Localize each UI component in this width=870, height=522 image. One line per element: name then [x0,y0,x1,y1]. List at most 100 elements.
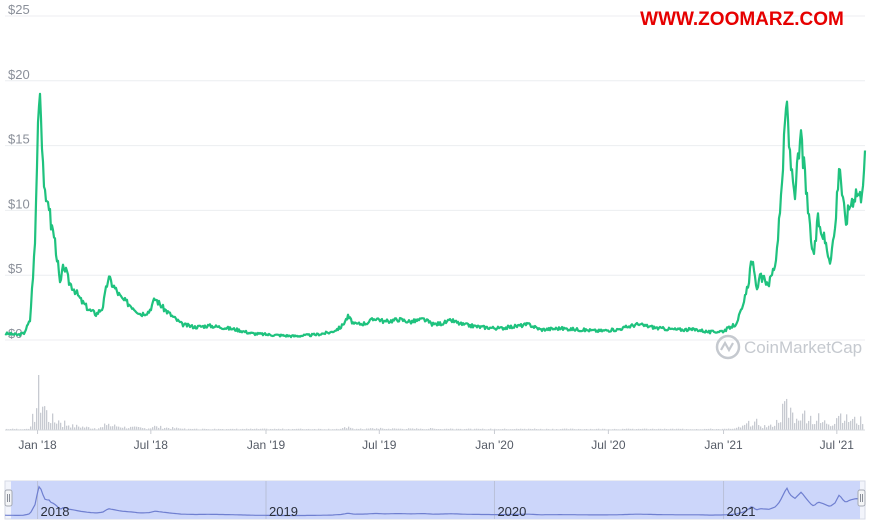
volume-bar [518,428,520,430]
volume-bar [402,428,404,430]
volume-bar [308,428,310,430]
volume-bar [750,426,752,430]
volume-bar [232,428,234,430]
volume-bar [350,427,352,430]
volume-bar [164,427,166,430]
volume-bar [722,428,724,430]
navigator-left-handle[interactable] [4,489,13,507]
y-tick-label: $15 [8,132,30,147]
volume-bar [124,426,126,430]
volume-bar [58,420,60,430]
volume-bar [834,423,836,430]
volume-bar [652,428,654,430]
volume-bar [432,428,434,430]
x-tick-label: Jan '18 [18,438,57,452]
volume-bar [152,427,154,430]
volume-bar [190,428,192,430]
volume-bar [764,425,766,430]
volume-bar [142,428,144,430]
navigator-year-label: 2021 [727,504,756,519]
volume-bar [704,428,706,430]
volume-bar [820,423,822,430]
volume-bar [158,427,160,430]
volume-bar [236,428,238,430]
volume-bar [94,428,96,430]
y-tick-label: $20 [8,67,30,82]
volume-bar [780,422,782,430]
volume-bar [716,428,718,430]
navigator-selection[interactable] [11,481,860,519]
volume-bar [786,398,788,430]
volume-bar [86,426,88,430]
volume-bar [436,428,438,430]
volume-bar [318,428,320,430]
navigator-year-label: 2018 [41,504,70,519]
volume-bar [166,427,168,430]
volume-bar [344,427,346,430]
navigator-right-handle[interactable] [857,489,866,507]
volume-bar [604,428,606,430]
x-tick-label: Jul '21 [820,438,855,452]
volume-bar [754,421,756,430]
volume-bar [844,420,846,430]
volume-bar [60,422,62,430]
volume-bar [274,428,276,430]
volume-bar [288,428,290,430]
volume-bar [478,428,480,430]
volume-bar [194,428,196,430]
volume-bar [56,423,58,430]
volume-bar [796,418,798,430]
volume-bar [630,428,632,430]
volume-bar [468,428,470,430]
volume-bar [826,423,828,430]
volume-bar [6,428,8,430]
volume-bar [818,413,820,430]
navigator-series-line [4,485,866,517]
volume-bar [794,423,796,430]
volume-bar [566,428,568,430]
volume-bar [528,428,530,430]
volume-bar [854,416,856,430]
volume-bar [598,428,600,430]
volume-bar [752,425,754,430]
navigator-year-label: 2020 [497,504,526,519]
volume-bar [386,428,388,430]
volume-bar [838,415,840,430]
range-navigator[interactable]: 2018 2019 2020 2021 [4,480,866,520]
volume-bar [82,426,84,430]
volume-bar [70,427,72,430]
volume-bar [106,425,108,430]
volume-bar [564,428,566,430]
volume-bar [392,428,394,430]
volume-bar [102,427,104,430]
volume-bar [428,428,430,430]
volume-bar [270,428,272,430]
volume-bar [802,413,804,430]
volume-bar [360,428,362,430]
volume-bar [650,428,652,430]
volume-bar [520,428,522,430]
volume-bar [806,423,808,430]
volume-bar [808,420,810,430]
x-tick-label: Jul '20 [591,438,626,452]
volume-bar [846,414,848,430]
volume-bar [748,420,750,430]
volume-bar [12,428,14,430]
volume-bar [28,428,30,430]
volume-bar [858,424,860,430]
volume-bar [352,428,354,430]
navigator-year-separators [37,481,725,519]
volume-bar [328,428,330,430]
volume-bar [122,427,124,430]
volume-bar [804,410,806,430]
volume-bar [132,426,134,430]
volume-bar [494,428,496,430]
volume-bar [776,419,778,430]
volume-bar [156,426,158,430]
volume-bar [788,417,790,430]
volume-bar [782,403,784,430]
y-tick-label: $10 [8,196,30,211]
volume-bar [642,428,644,430]
brand-label: CoinMarketCap [744,338,862,357]
volume-bar [416,428,418,430]
